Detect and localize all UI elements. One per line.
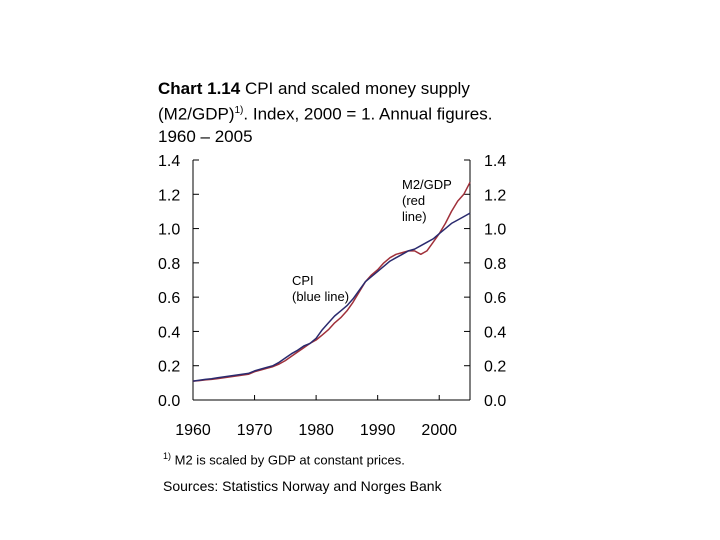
y-tick-label-left: 0.0: [158, 393, 180, 410]
y-tick-label-left: 0.6: [158, 290, 180, 307]
chart-number: Chart 1.14: [158, 79, 241, 98]
chart-title-text-a: CPI and scaled money supply (M2/GDP): [158, 79, 470, 124]
y-tick-label-left: 1.0: [158, 222, 180, 239]
chart-axes: [192, 159, 471, 401]
x-tick-label: 1990: [360, 422, 396, 439]
footnote-text: M2 is scaled by GDP at constant prices.: [174, 452, 405, 468]
y-tick-label-right: 1.0: [484, 222, 506, 239]
annotations: M2/GDP (red line) CPI (blue line): [292, 177, 452, 304]
annotation-cpi: CPI (blue line): [292, 273, 349, 304]
annotation-line: (red: [402, 193, 425, 208]
annotation-m2: M2/GDP (red line): [402, 177, 452, 224]
y-tick-label-left: 0.2: [158, 359, 180, 376]
left-tick-labels: 0.0 0.2 0.4 0.6 0.8 1.0 1.2 1.4: [158, 153, 180, 410]
chart-title-text-b: . Index, 2000 = 1. Annual figures. 1960 …: [158, 104, 493, 146]
y-tick-label-left: 0.4: [158, 324, 180, 341]
y-tick-label-right: 1.4: [484, 153, 506, 170]
footnote-marker: 1): [163, 451, 172, 461]
series-line-m2: [192, 181, 471, 382]
series-line-cpi: [192, 212, 471, 382]
x-tick-label: 1960: [175, 422, 211, 439]
y-tick-label-right: 0.0: [484, 393, 506, 410]
annotation-line: CPI: [292, 273, 314, 288]
y-tick-label-right: 0.8: [484, 256, 506, 273]
annotation-line: line): [402, 209, 427, 224]
x-tick-label: 2000: [421, 422, 457, 439]
y-tick-label-right: 0.4: [484, 324, 506, 341]
series-lines: [192, 181, 471, 382]
right-tick-labels: 0.0 0.2 0.4 0.6 0.8 1.0 1.2 1.4: [484, 153, 506, 410]
chart-title-superscript: 1): [234, 105, 244, 116]
y-tick-label-right: 1.2: [484, 187, 506, 204]
y-tick-label-left: 1.4: [158, 153, 180, 170]
x-tick-label: 1970: [237, 422, 273, 439]
x-tick-label: 1980: [298, 422, 334, 439]
sources: Sources: Statistics Norway and Norges Ba…: [163, 478, 442, 494]
y-tick-label-left: 1.2: [158, 187, 180, 204]
y-tick-label-right: 0.6: [484, 290, 506, 307]
footnote: 1) M2 is scaled by GDP at constant price…: [163, 451, 405, 467]
y-tick-label-left: 0.8: [158, 256, 180, 273]
annotation-line: (blue line): [292, 289, 349, 304]
y-tick-label-right: 0.2: [484, 359, 506, 376]
annotation-line: M2/GDP: [402, 177, 452, 192]
x-tick-labels: 1960 1970 1980 1990 2000: [175, 422, 457, 439]
chart-title: Chart 1.14 CPI and scaled money supply (…: [158, 78, 518, 148]
